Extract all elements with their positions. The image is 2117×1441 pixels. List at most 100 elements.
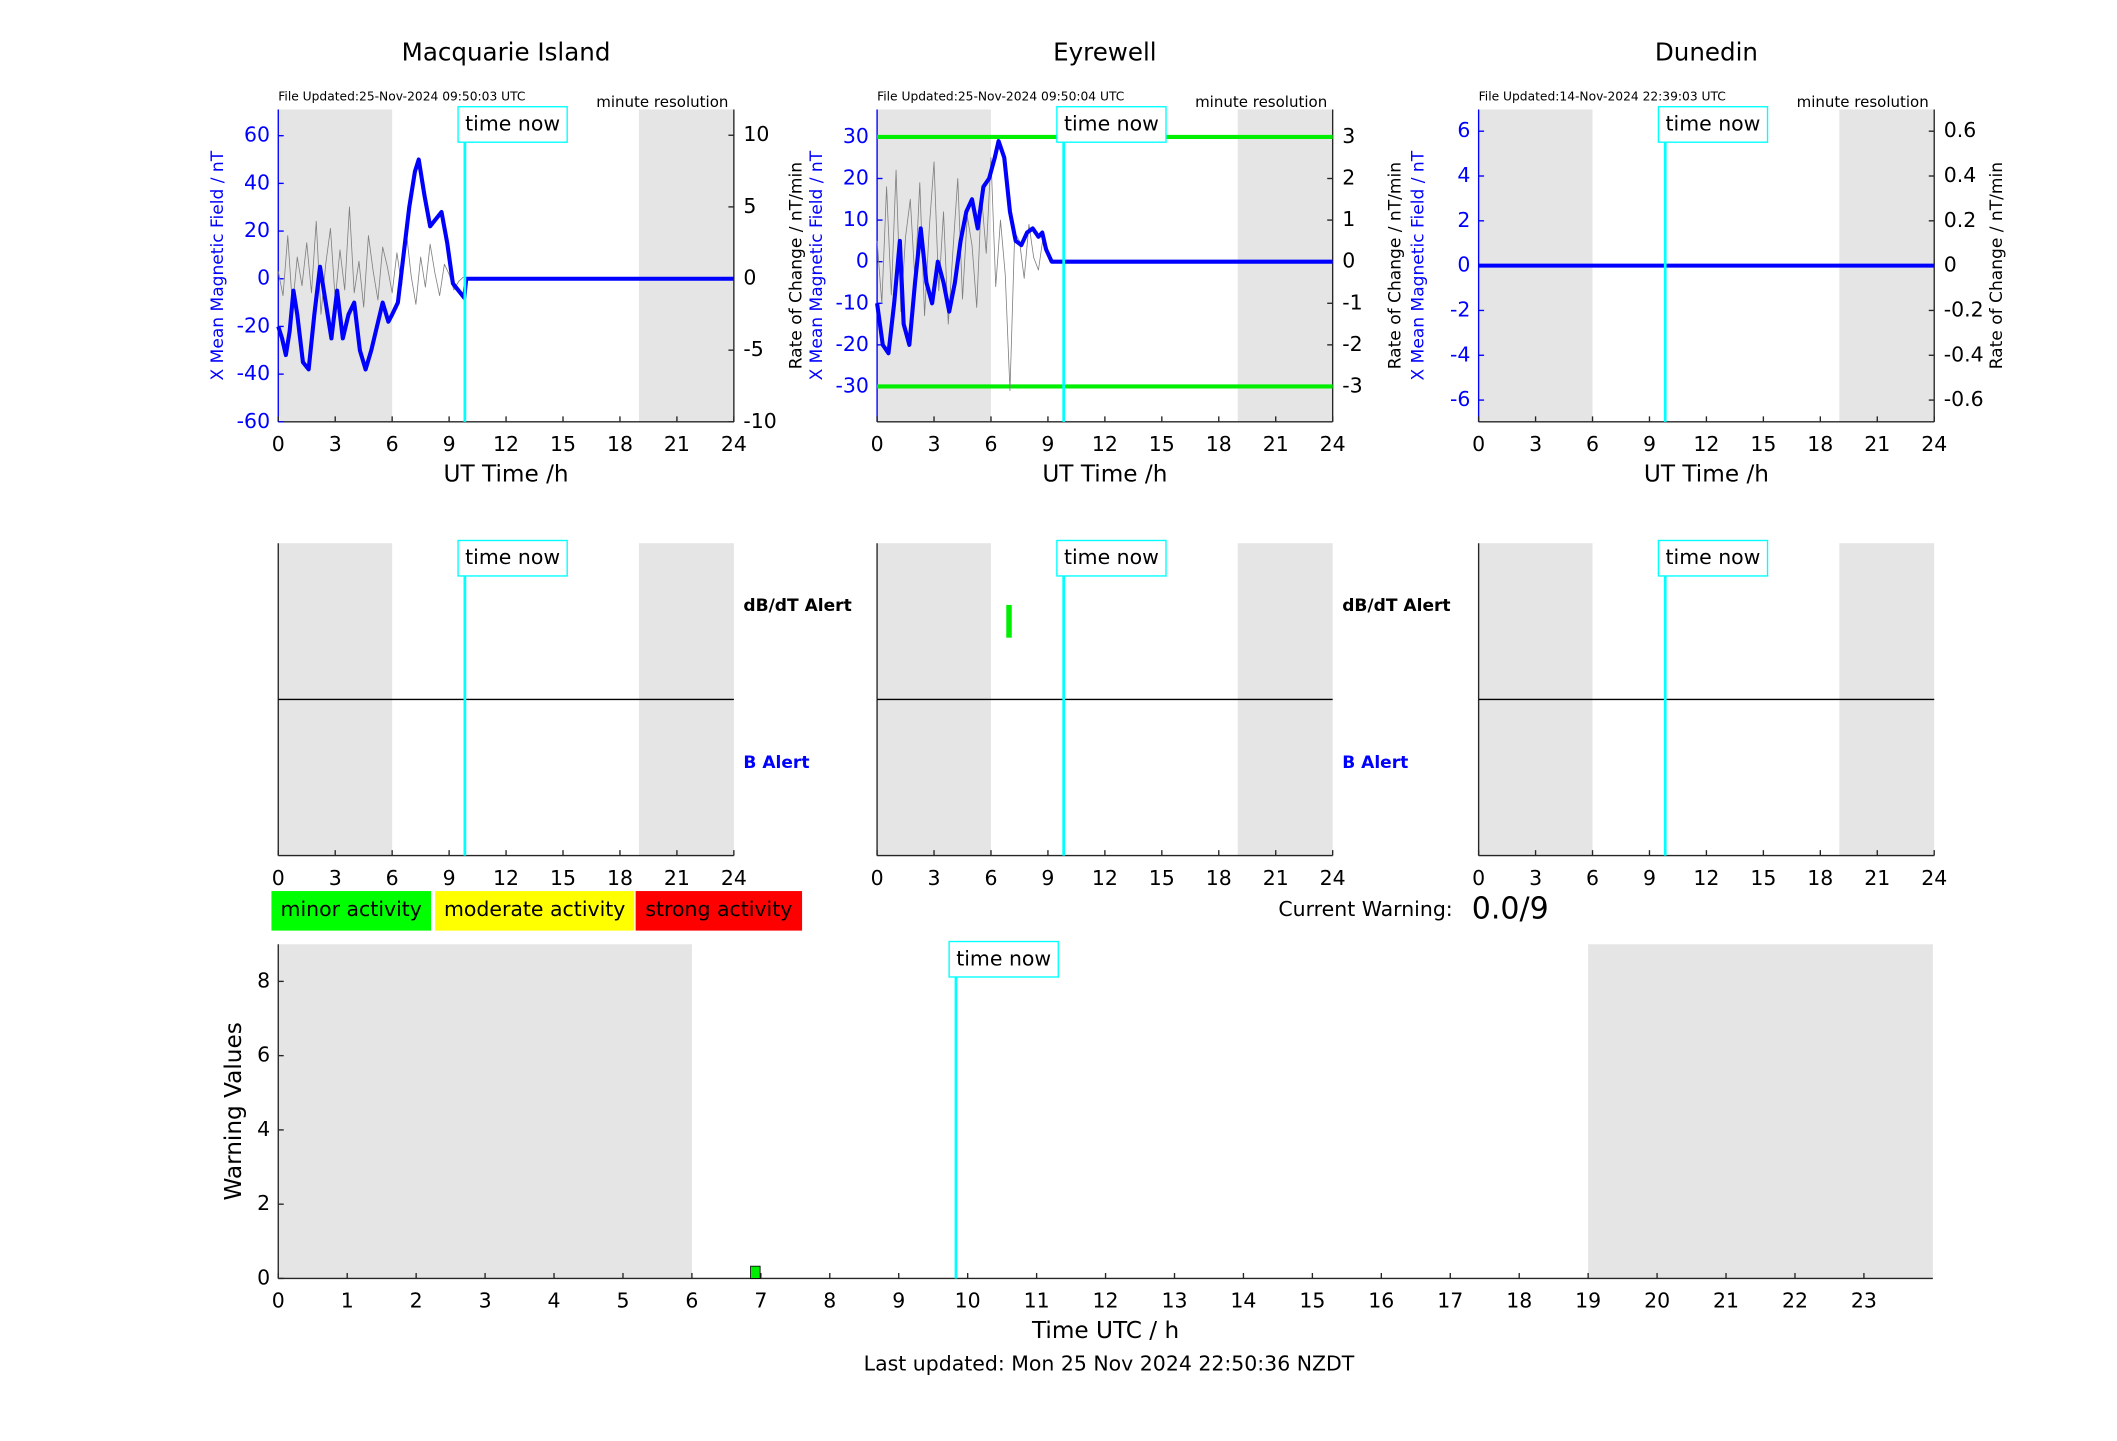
x-tick-label: 15 <box>1750 866 1776 890</box>
field-line <box>875 139 1333 356</box>
x-tick-label: 0 <box>871 432 884 456</box>
x-tick-label: 24 <box>721 866 747 890</box>
x-tick-label: 24 <box>1320 866 1346 890</box>
rate-line <box>277 206 464 315</box>
y2-tick-label: -0.4 <box>1944 342 1984 366</box>
time-now-label: time now <box>1666 545 1761 569</box>
y-tick-label: 6 <box>257 1043 270 1067</box>
x-tick-label: 18 <box>1206 866 1232 890</box>
legend-box <box>435 891 635 931</box>
y2-tick-label: 0.6 <box>1944 118 1977 142</box>
y-axis-label: Warning Values <box>220 1022 247 1200</box>
x-tick-label: 15 <box>1750 432 1776 456</box>
x-tick-label: 0 <box>272 432 285 456</box>
x-tick-label: 24 <box>1320 432 1346 456</box>
dbdt-alert-label: dB/dT Alert <box>743 596 851 616</box>
legend-box <box>635 891 803 931</box>
y-tick-label: -20 <box>237 313 270 337</box>
time-now-box <box>1056 539 1167 577</box>
x-tick-label: 18 <box>1807 432 1833 456</box>
x-tick-label: 15 <box>550 432 576 456</box>
x-tick-label: 17 <box>1437 1289 1463 1313</box>
y-tick-label: -20 <box>835 332 868 356</box>
time-now-label: time now <box>956 946 1051 970</box>
y-tick-label: 30 <box>843 124 869 148</box>
y-tick-label: 4 <box>257 1117 270 1141</box>
y-tick-label: 0 <box>257 1265 270 1289</box>
x-tick-label: 21 <box>664 866 690 890</box>
night-shading <box>638 109 734 422</box>
x-axis-label: UT Time /h <box>1042 461 1167 488</box>
x-tick-label: 24 <box>721 432 747 456</box>
x-tick-label: 19 <box>1575 1289 1601 1313</box>
resolution: minute resolution <box>1797 93 1929 111</box>
x-tick-label: 3 <box>1529 866 1542 890</box>
y-tick-label: -40 <box>237 361 270 385</box>
x-tick-label: 3 <box>329 432 342 456</box>
footer: Last updated: Mon 25 Nov 2024 22:50:36 N… <box>864 1351 1355 1375</box>
x-tick-label: 8 <box>823 1289 836 1313</box>
x-tick-label: 24 <box>1921 432 1947 456</box>
file-updated: File Updated:14-Nov-2024 22:39:03 UTC <box>1479 90 1726 104</box>
file-updated: File Updated:25-Nov-2024 09:50:04 UTC <box>877 90 1124 104</box>
x-tick-label: 3 <box>329 866 342 890</box>
time-now-label: time now <box>1666 111 1761 135</box>
x-tick-label: 5 <box>616 1289 629 1313</box>
resolution: minute resolution <box>596 93 728 111</box>
dbdt-alert-label: dB/dT Alert <box>1342 596 1450 616</box>
legend-label: minor activity <box>281 897 422 921</box>
chart-title: Eyrewell <box>1053 38 1157 67</box>
resolution: minute resolution <box>1195 93 1327 111</box>
y2-tick-label: 2 <box>1342 165 1355 189</box>
y2-tick-label: -10 <box>743 409 776 433</box>
x-tick-label: 7 <box>754 1289 767 1313</box>
y2-tick-label: 0.2 <box>1944 208 1977 232</box>
x-tick-label: 3 <box>928 432 941 456</box>
y-tick-label: 20 <box>244 218 270 242</box>
x-tick-label: 11 <box>1024 1289 1050 1313</box>
x-tick-label: 6 <box>1586 866 1599 890</box>
current-warning-label: Current Warning: <box>1278 897 1452 921</box>
y-tick-label: -10 <box>835 290 868 314</box>
time-now-box <box>457 106 568 143</box>
x-tick-label: 18 <box>607 432 633 456</box>
night-shading <box>1588 944 1933 1279</box>
x-tick-label: 18 <box>1206 432 1232 456</box>
x-tick-label: 9 <box>1643 432 1656 456</box>
x-tick-label: 22 <box>1782 1289 1808 1313</box>
x-tick-label: 12 <box>1693 866 1719 890</box>
y-tick-label: -30 <box>835 373 868 397</box>
x-tick-label: 21 <box>1713 1289 1739 1313</box>
x-tick-label: 9 <box>892 1289 905 1313</box>
x-tick-label: 15 <box>1149 432 1175 456</box>
time-now-box <box>948 940 1059 978</box>
y-tick-label: 20 <box>843 165 869 189</box>
y-tick-label: 60 <box>244 123 270 147</box>
y2-axis-label: Rate of Change / nT/min <box>1987 162 2007 369</box>
y-axis-label: X Mean Magnetic Field / nT <box>1409 150 1429 380</box>
x-tick-label: 14 <box>1230 1289 1256 1313</box>
x-tick-label: 6 <box>1586 432 1599 456</box>
y2-tick-label: -5 <box>743 337 763 361</box>
chart-title: Macquarie Island <box>402 38 611 67</box>
y-tick-label: -60 <box>237 409 270 433</box>
time-now-box <box>1657 539 1769 577</box>
x-tick-label: 15 <box>550 866 576 890</box>
y-tick-label: -2 <box>1450 297 1470 321</box>
x-axis-label: UT Time /h <box>1644 461 1769 488</box>
x-tick-label: 1 <box>341 1289 354 1313</box>
legend-label: strong activity <box>645 897 792 921</box>
x-tick-label: 9 <box>443 866 456 890</box>
x-tick-label: 0 <box>871 866 884 890</box>
y2-tick-label: -0.6 <box>1944 387 1984 411</box>
warning-bar <box>750 1265 761 1279</box>
x-tick-label: 6 <box>685 1289 698 1313</box>
time-now-label: time now <box>1064 111 1159 135</box>
time-now-label: time now <box>465 545 560 569</box>
x-tick-label: 12 <box>1693 432 1719 456</box>
x-tick-label: 13 <box>1161 1289 1187 1313</box>
x-tick-label: 24 <box>1921 866 1947 890</box>
time-now-label: time now <box>465 111 560 135</box>
y2-tick-label: 0 <box>1944 253 1957 277</box>
